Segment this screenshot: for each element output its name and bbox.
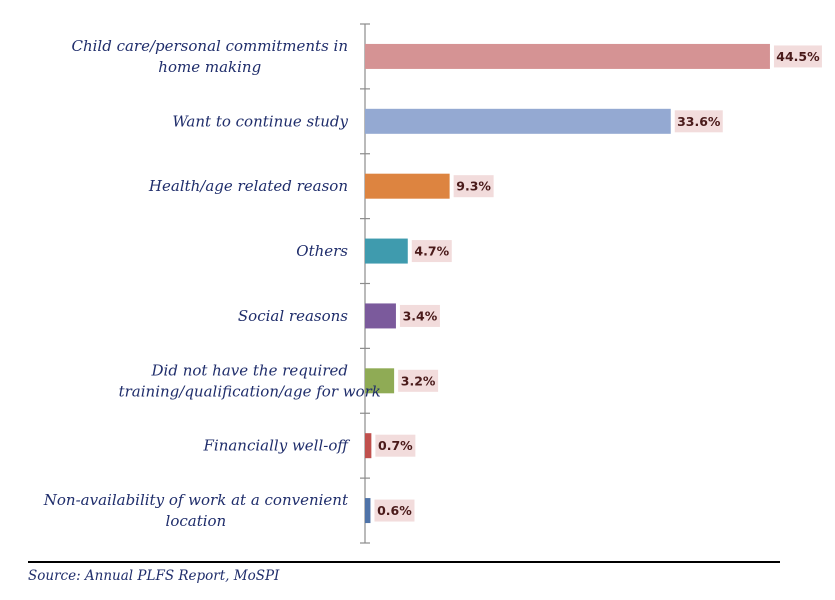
data-label: 4.7% xyxy=(411,240,452,263)
bar xyxy=(365,368,395,394)
bar xyxy=(365,498,371,524)
data-label-bg xyxy=(399,304,440,327)
data-label: 33.6% xyxy=(674,110,723,133)
bar xyxy=(365,433,372,459)
data-label-text: 9.3% xyxy=(456,179,491,194)
category-label: Non-availability of work at a convenient… xyxy=(43,491,349,530)
data-label: 0.6% xyxy=(374,499,415,522)
category-label: Financially well-off xyxy=(203,437,351,455)
data-label: 3.2% xyxy=(398,369,439,392)
category-label: Did not have the required training/qualif… xyxy=(119,361,381,400)
category-label: Want to continue study xyxy=(172,112,348,130)
data-label: 0.7% xyxy=(375,434,416,457)
category-label: Social reasons xyxy=(238,307,348,325)
category-label: Health/age related reason xyxy=(148,177,348,195)
data-label: 44.5% xyxy=(773,45,822,68)
source-note: Source: Annual PLFS Report, MoSPI xyxy=(28,568,280,584)
data-label-text: 0.7% xyxy=(378,438,413,453)
bars xyxy=(365,43,770,524)
data-label-bg xyxy=(453,175,494,198)
data-label-text: 0.6% xyxy=(377,503,412,518)
data-label-text: 3.2% xyxy=(401,373,436,388)
data-label-text: 4.7% xyxy=(414,244,449,259)
value-labels: 44.5% 33.6% 9.3% 4.7% 3.4% 3.2% 0.7% 0.6% xyxy=(374,45,822,522)
data-label-text: 44.5% xyxy=(776,49,820,64)
data-label-bg xyxy=(411,240,452,263)
category-label: Child care/personal commitments in home m… xyxy=(71,37,348,76)
footer-rule xyxy=(28,561,780,563)
bar xyxy=(365,173,450,199)
category-labels: Child care/personal commitments in home m… xyxy=(43,37,381,530)
data-label-bg xyxy=(374,499,415,522)
data-label-text: 33.6% xyxy=(677,114,721,129)
y-axis xyxy=(360,23,370,544)
data-label-bg xyxy=(773,45,822,68)
data-label-bg xyxy=(674,110,723,133)
bar xyxy=(365,43,770,69)
data-label-bg xyxy=(398,369,439,392)
data-label: 9.3% xyxy=(453,175,494,198)
bar xyxy=(365,303,396,329)
data-label-bg xyxy=(375,434,416,457)
data-label: 3.4% xyxy=(399,304,440,327)
category-label: Others xyxy=(296,242,348,260)
bar-chart: Child care/personal commitments in home m… xyxy=(43,23,822,544)
bar xyxy=(365,238,408,264)
bar xyxy=(365,108,671,134)
data-label-text: 3.4% xyxy=(403,308,438,323)
